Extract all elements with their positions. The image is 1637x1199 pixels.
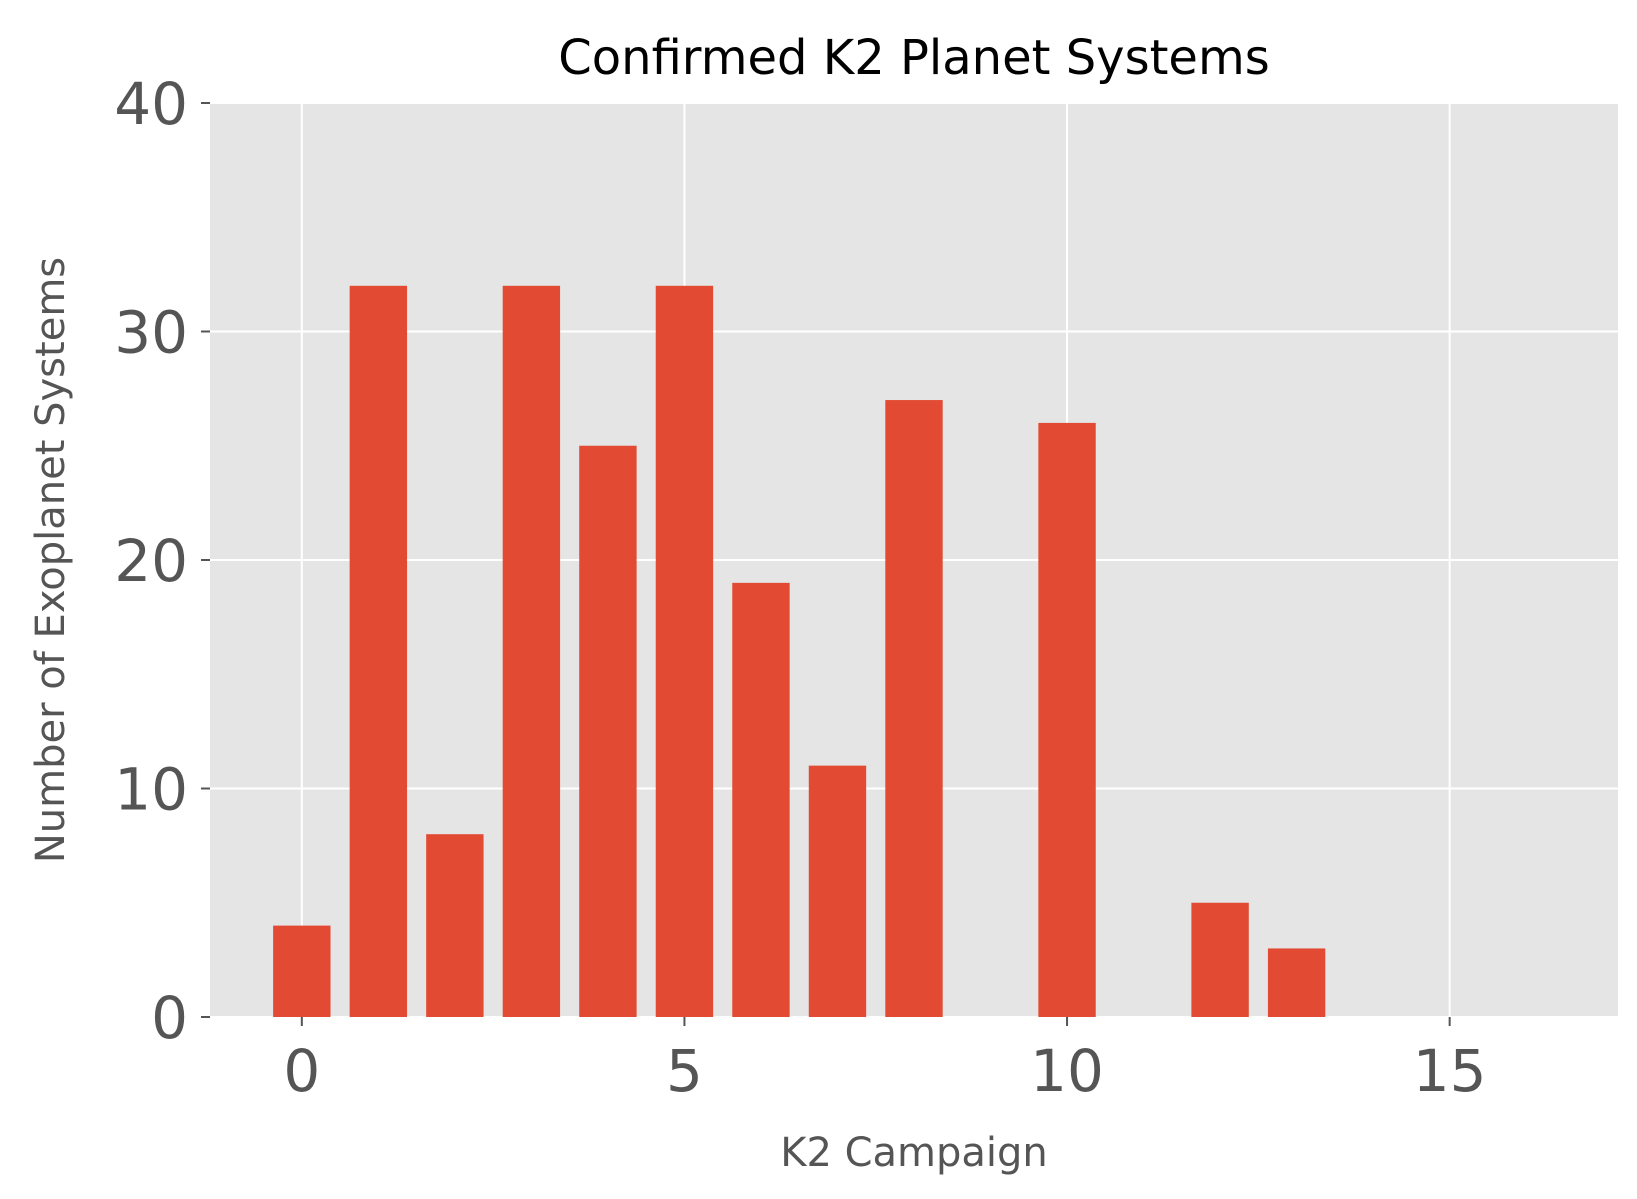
x-tick-label: 15: [1413, 1037, 1487, 1105]
bar-campaign-4: [579, 445, 637, 1017]
bar-campaign-10: [1038, 422, 1096, 1017]
y-tick-label: 30: [114, 299, 188, 367]
bar-campaign-7: [808, 765, 867, 1017]
ticks: 0 5 10 15 0 10 20 30 40: [114, 70, 1486, 1105]
y-tick-label: 10: [114, 756, 188, 824]
bars: [273, 285, 1326, 1017]
bar-campaign-6: [732, 582, 790, 1017]
bar-campaign-0: [273, 925, 331, 1017]
bar-campaign-3: [502, 285, 561, 1017]
y-tick-label: 0: [151, 984, 188, 1052]
bar-campaign-5: [655, 285, 714, 1017]
bar-campaign-1: [349, 285, 408, 1017]
chart-title: Confirmed K2 Planet Systems: [558, 30, 1269, 86]
bar-campaign-13: [1267, 948, 1326, 1017]
x-tick-label: 10: [1030, 1037, 1104, 1105]
x-axis-label: K2 Campaign: [780, 1130, 1048, 1176]
bar-campaign-2: [426, 834, 484, 1017]
bar-campaign-8: [885, 400, 943, 1017]
y-tick-label: 20: [114, 527, 188, 595]
y-tick-label: 40: [114, 70, 188, 138]
x-tick-label: 0: [283, 1037, 320, 1105]
bar-campaign-12: [1191, 902, 1249, 1017]
y-axis-label: Number of Exoplanet Systems: [28, 257, 74, 863]
x-tick-label: 5: [666, 1037, 703, 1105]
